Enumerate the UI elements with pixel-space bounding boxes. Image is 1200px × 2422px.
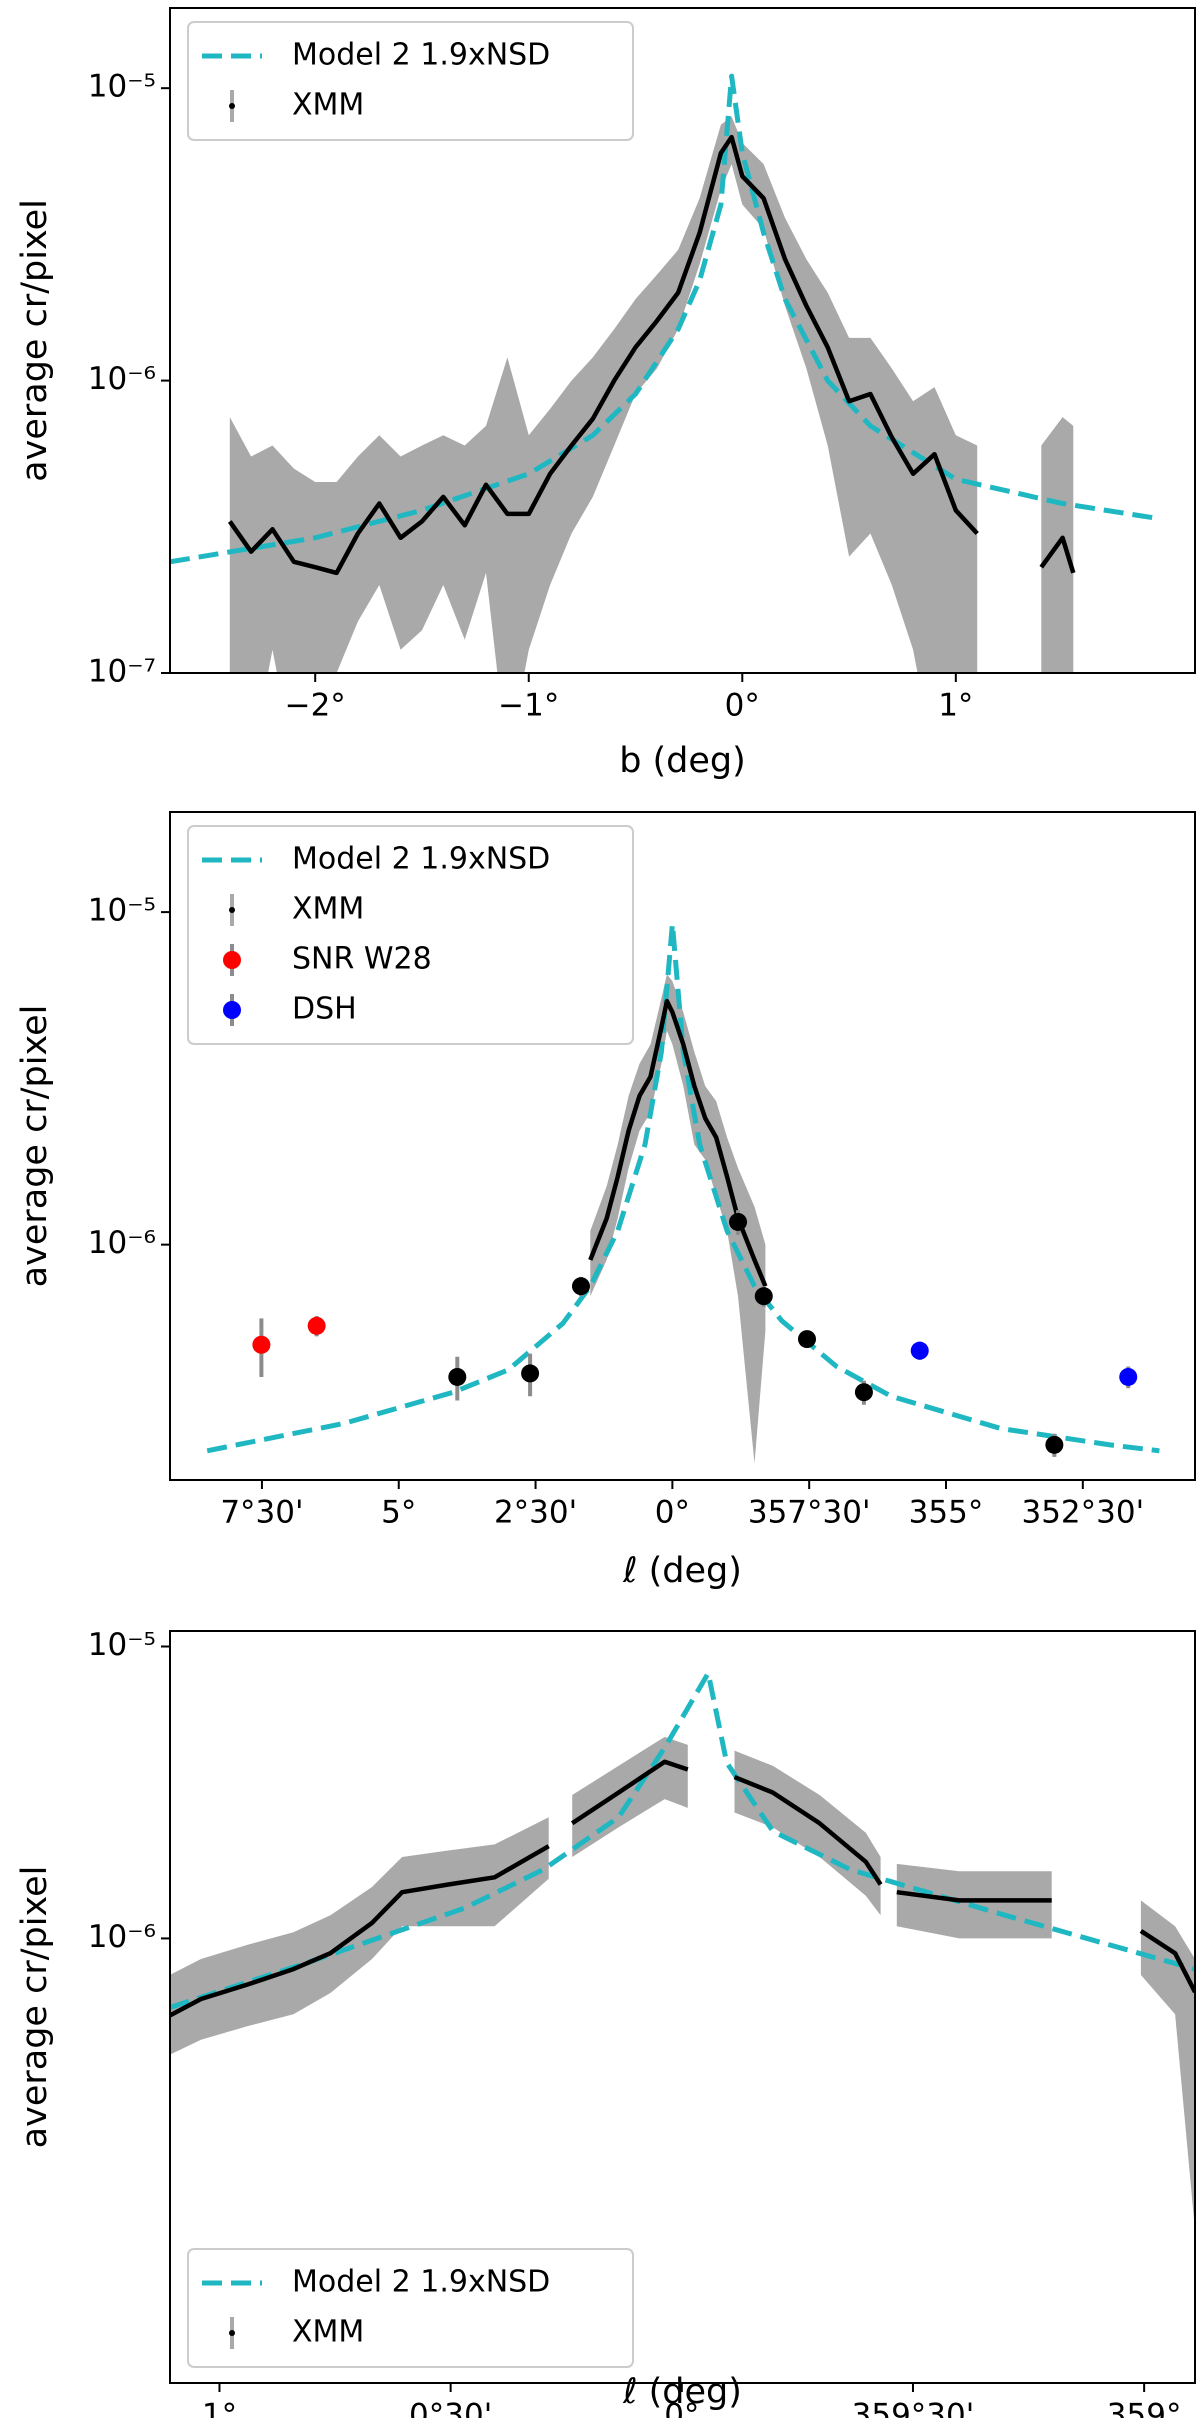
legend-label: Model 2 1.9xNSD [292, 38, 550, 73]
plot-frame [169, 811, 1196, 1481]
model-line [206, 921, 1160, 1454]
x-tick-label: 0° [655, 1495, 690, 1531]
plot-frame [169, 1630, 1196, 2384]
x-tick-label: 5° [381, 1495, 416, 1531]
x-tick-label: 355° [909, 1495, 984, 1531]
y-tick-label: 10⁻⁵ [88, 69, 156, 105]
panel: 7°30' 5° 2°30' 0° 357°30' 355° 352°30' 10⁻⁶ 10⁻⁵… [15, 811, 1196, 1591]
point [1045, 1435, 1064, 1454]
x-tick-label: 7°30' [220, 1495, 303, 1531]
point [797, 1330, 816, 1349]
legend-box [187, 2248, 634, 2368]
x-tick-label: 359°30' [852, 2398, 975, 2419]
error-band [229, 116, 1074, 673]
model-line [170, 73, 1153, 565]
legend-label: SNR W28 [292, 942, 432, 977]
point [1119, 1367, 1138, 1386]
plot-area [170, 73, 1153, 673]
legend-swatch [229, 103, 235, 109]
legend-box [187, 21, 634, 141]
point [910, 1341, 929, 1360]
y-tick-label: 10⁻⁵ [88, 893, 156, 929]
x-tick-label: 359° [1107, 2398, 1182, 2419]
x-axis-label: ℓ (deg) [622, 1551, 742, 1591]
point [307, 1316, 326, 1335]
point [252, 1335, 271, 1354]
point [729, 1212, 748, 1231]
y-tick-label: 10⁻⁶ [88, 361, 156, 397]
x-tick-label: 357°30' [748, 1495, 871, 1531]
y-axis-label: average cr/pixel [15, 199, 55, 482]
legend-swatch [223, 1001, 241, 1019]
x-tick-label: −1° [498, 688, 559, 724]
data-line [227, 134, 1076, 576]
legend-label: XMM [292, 88, 364, 123]
legend-label: XMM [292, 2315, 364, 2350]
x-tick-label: 0°30' [409, 2398, 492, 2419]
x-axis-label: ℓ (deg) [622, 2372, 742, 2412]
y-axis-label: average cr/pixel [15, 1005, 55, 1288]
x-tick-label: 1° [938, 688, 973, 724]
legend-box [187, 825, 634, 1045]
x-tick-label: 1° [202, 2398, 237, 2419]
x-tick-label: −2° [285, 688, 346, 724]
point [754, 1287, 773, 1306]
y-tick-label: 10⁻⁵ [88, 1627, 156, 1663]
x-tick-label: 2°30' [494, 1495, 577, 1531]
legend-label: XMM [292, 892, 364, 927]
legend-label: Model 2 1.9xNSD [292, 842, 550, 877]
legend-swatch [223, 951, 241, 969]
point [448, 1367, 467, 1386]
data-line [170, 1759, 1195, 2018]
point [521, 1364, 540, 1383]
plot-area [170, 1670, 1195, 2231]
error-band [170, 1736, 1195, 2231]
plot-frame [169, 7, 1196, 674]
legend-swatch [229, 907, 235, 913]
x-tick-label: 352°30' [1021, 1495, 1144, 1531]
panel: −2° −1° 0° 1° 10⁻⁷ 10⁻⁶ 10⁻⁵ Model 2 1.9xNSD XMM… [15, 7, 1196, 781]
x-axis-label: b (deg) [619, 741, 746, 781]
y-axis-label: average cr/pixel [15, 1866, 55, 2149]
legend-label: Model 2 1.9xNSD [292, 2265, 550, 2300]
y-tick-label: 10⁻⁶ [88, 1919, 156, 1955]
legend-swatch [229, 2330, 235, 2336]
x-tick-label: 0° [725, 688, 760, 724]
point [571, 1277, 590, 1296]
legend-label: DSH [292, 992, 357, 1027]
error-band [590, 974, 766, 1464]
plot-area [206, 921, 1160, 1464]
point [854, 1383, 873, 1402]
data-line [588, 998, 768, 1288]
y-tick-label: 10⁻⁶ [88, 1225, 156, 1261]
y-tick-label: 10⁻⁷ [88, 654, 156, 690]
